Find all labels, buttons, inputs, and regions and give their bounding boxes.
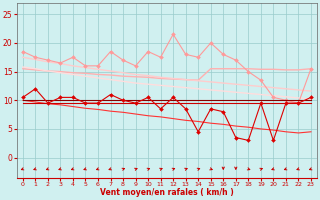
X-axis label: Vent moyen/en rafales ( km/h ): Vent moyen/en rafales ( km/h ) [100, 188, 234, 197]
